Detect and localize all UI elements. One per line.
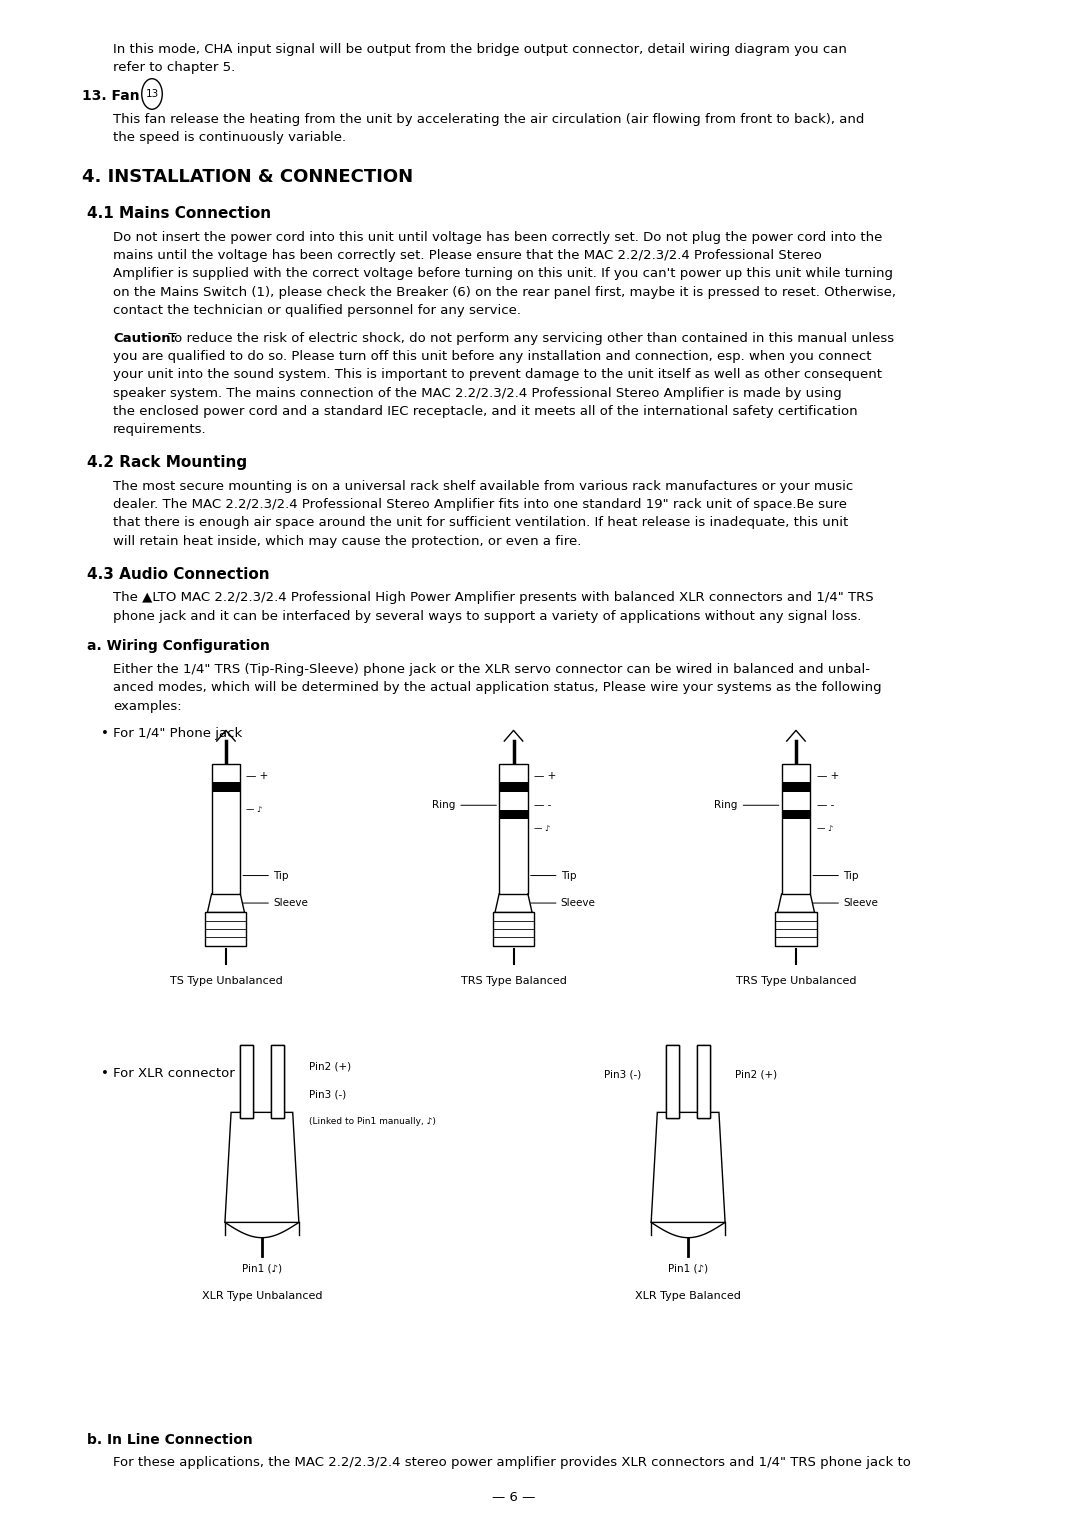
- Bar: [212, 782, 241, 792]
- Text: XLR Type Balanced: XLR Type Balanced: [635, 1291, 741, 1302]
- Text: refer to chapter 5.: refer to chapter 5.: [113, 61, 235, 75]
- Text: — ♪: — ♪: [535, 824, 551, 833]
- Text: you are qualified to do so. Please turn off this unit before any installation an: you are qualified to do so. Please turn …: [113, 350, 872, 364]
- Bar: [697, 1045, 711, 1118]
- Text: Pin3 (-): Pin3 (-): [309, 1089, 347, 1099]
- Bar: [782, 782, 810, 792]
- Text: 13. Fan: 13. Fan: [82, 89, 139, 102]
- Text: To reduce the risk of electric shock, do not perform any servicing other than co: To reduce the risk of electric shock, do…: [164, 332, 894, 345]
- Text: Caution:: Caution:: [113, 332, 176, 345]
- Text: the enclosed power cord and a standard IEC receptacle, and it meets all of the i: the enclosed power cord and a standard I…: [113, 405, 858, 419]
- Bar: [499, 782, 528, 792]
- Text: examples:: examples:: [113, 700, 181, 714]
- Bar: [499, 764, 528, 894]
- Text: 4. INSTALLATION & CONNECTION: 4. INSTALLATION & CONNECTION: [82, 168, 414, 186]
- Text: Tip: Tip: [561, 871, 577, 880]
- Bar: [212, 764, 241, 894]
- Text: • For 1/4" Phone jack: • For 1/4" Phone jack: [100, 727, 242, 741]
- Text: 4.2 Rack Mounting: 4.2 Rack Mounting: [87, 455, 247, 471]
- Text: In this mode, CHA input signal will be output from the bridge output connector, : In this mode, CHA input signal will be o…: [113, 43, 847, 57]
- Bar: [492, 912, 535, 946]
- Text: Pin2 (+): Pin2 (+): [735, 1070, 778, 1079]
- Text: — +: — +: [246, 772, 269, 781]
- Text: Pin1 (♪): Pin1 (♪): [669, 1264, 708, 1273]
- Text: 13: 13: [146, 89, 159, 99]
- Text: — ♪: — ♪: [246, 805, 262, 814]
- Text: (Linked to Pin1 manually, ♪): (Linked to Pin1 manually, ♪): [309, 1117, 436, 1126]
- Text: Sleeve: Sleeve: [273, 898, 308, 908]
- Bar: [697, 1045, 711, 1118]
- Text: Tip: Tip: [843, 871, 859, 880]
- Text: — +: — +: [535, 772, 556, 781]
- Text: For these applications, the MAC 2.2/2.3/2.4 stereo power amplifier provides XLR : For these applications, the MAC 2.2/2.3/…: [113, 1456, 910, 1470]
- Text: Sleeve: Sleeve: [561, 898, 596, 908]
- Bar: [499, 810, 528, 819]
- Bar: [205, 912, 246, 946]
- Bar: [240, 1045, 253, 1118]
- Text: Do not insert the power cord into this unit until voltage has been correctly set: Do not insert the power cord into this u…: [113, 231, 882, 244]
- Bar: [782, 810, 810, 819]
- Text: contact the technician or qualified personnel for any service.: contact the technician or qualified pers…: [113, 304, 521, 318]
- Text: 4.1 Mains Connection: 4.1 Mains Connection: [87, 206, 271, 222]
- Text: that there is enough air space around the unit for sufficient ventilation. If he: that there is enough air space around th…: [113, 516, 848, 530]
- Text: will retain heat inside, which may cause the protection, or even a fire.: will retain heat inside, which may cause…: [113, 535, 581, 549]
- Text: The ▲LTO MAC 2.2/2.3/2.4 Professional High Power Amplifier presents with balance: The ▲LTO MAC 2.2/2.3/2.4 Professional Hi…: [113, 591, 874, 605]
- Polygon shape: [651, 1112, 725, 1222]
- Text: Amplifier is supplied with the correct voltage before turning on this unit. If y: Amplifier is supplied with the correct v…: [113, 267, 893, 281]
- Text: Pin2 (+): Pin2 (+): [309, 1062, 351, 1071]
- Text: 4.3 Audio Connection: 4.3 Audio Connection: [87, 567, 270, 582]
- Bar: [240, 1045, 253, 1118]
- Text: Either the 1/4" TRS (Tip-Ring-Sleeve) phone jack or the XLR servo connector can : Either the 1/4" TRS (Tip-Ring-Sleeve) ph…: [113, 663, 870, 677]
- Text: Sleeve: Sleeve: [843, 898, 878, 908]
- Text: requirements.: requirements.: [113, 423, 206, 437]
- Text: — 6 —: — 6 —: [491, 1491, 536, 1504]
- Text: TRS Type Balanced: TRS Type Balanced: [460, 976, 567, 987]
- Bar: [775, 912, 816, 946]
- Text: TS Type Unbalanced: TS Type Unbalanced: [170, 976, 282, 987]
- Text: mains until the voltage has been correctly set. Please ensure that the MAC 2.2/2: mains until the voltage has been correct…: [113, 249, 822, 263]
- Text: TRS Type Unbalanced: TRS Type Unbalanced: [735, 976, 856, 987]
- Text: — -: — -: [816, 801, 834, 810]
- Bar: [666, 1045, 679, 1118]
- Text: anced modes, which will be determined by the actual application status, Please w: anced modes, which will be determined by…: [113, 681, 881, 695]
- Text: Pin1 (♪): Pin1 (♪): [242, 1264, 282, 1273]
- Text: — -: — -: [535, 801, 552, 810]
- Bar: [271, 1045, 284, 1118]
- Bar: [666, 1045, 679, 1118]
- Text: XLR Type Unbalanced: XLR Type Unbalanced: [202, 1291, 322, 1302]
- Text: Ring: Ring: [432, 801, 455, 810]
- Text: a. Wiring Configuration: a. Wiring Configuration: [87, 639, 270, 652]
- Text: Ring: Ring: [714, 801, 738, 810]
- Polygon shape: [225, 1112, 299, 1222]
- Text: on the Mains Switch (1), please check the Breaker (6) on the rear panel first, m: on the Mains Switch (1), please check th…: [113, 286, 896, 299]
- Text: dealer. The MAC 2.2/2.3/2.4 Professional Stereo Amplifier fits into one standard: dealer. The MAC 2.2/2.3/2.4 Professional…: [113, 498, 847, 512]
- Text: Tip: Tip: [273, 871, 288, 880]
- Bar: [271, 1045, 284, 1118]
- Text: The most secure mounting is on a universal rack shelf available from various rac: The most secure mounting is on a univers…: [113, 480, 853, 494]
- Text: • For XLR connector: • For XLR connector: [100, 1067, 234, 1080]
- Text: — ♪: — ♪: [816, 824, 833, 833]
- Text: — +: — +: [816, 772, 839, 781]
- Text: the speed is continuously variable.: the speed is continuously variable.: [113, 131, 346, 145]
- Text: speaker system. The mains connection of the MAC 2.2/2.3/2.4 Professional Stereo : speaker system. The mains connection of …: [113, 387, 841, 400]
- Text: your unit into the sound system. This is important to prevent damage to the unit: your unit into the sound system. This is…: [113, 368, 882, 382]
- Bar: [782, 764, 810, 894]
- Text: Pin3 (-): Pin3 (-): [604, 1070, 640, 1079]
- Text: b. In Line Connection: b. In Line Connection: [87, 1433, 253, 1447]
- Text: phone jack and it can be interfaced by several ways to support a variety of appl: phone jack and it can be interfaced by s…: [113, 610, 862, 623]
- Text: This fan release the heating from the unit by accelerating the air circulation (: This fan release the heating from the un…: [113, 113, 864, 127]
